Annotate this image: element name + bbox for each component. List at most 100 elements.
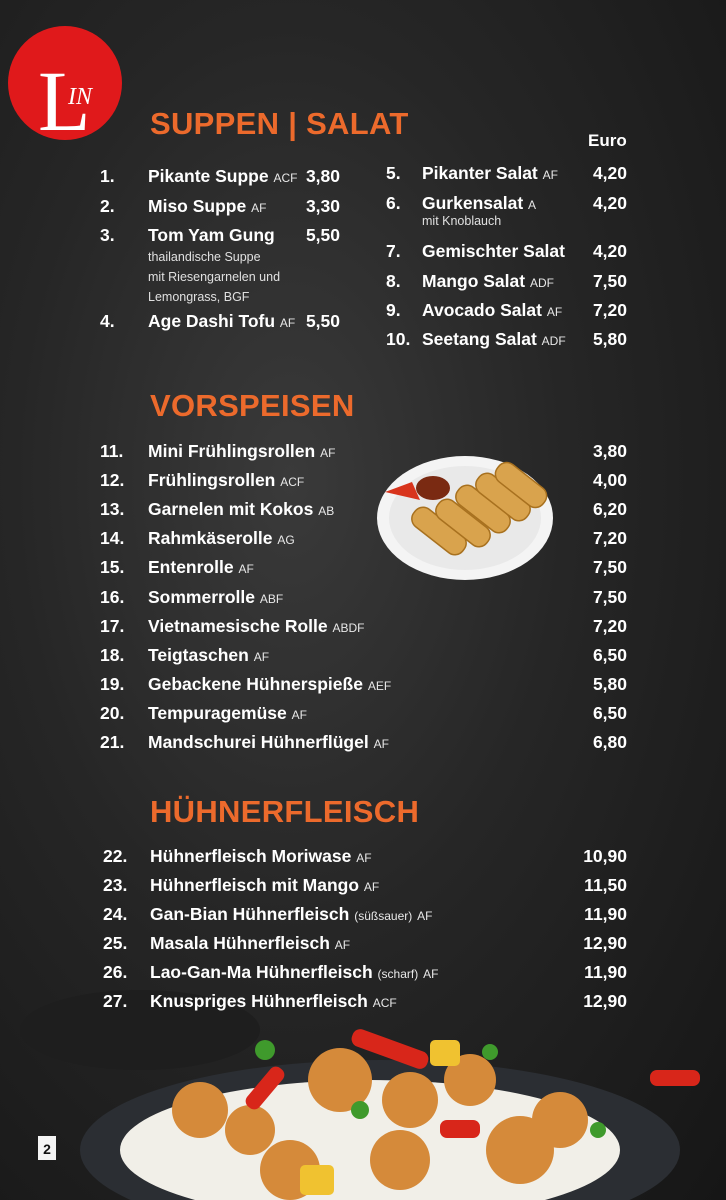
- item-number: 13.: [100, 499, 125, 520]
- item-name: Mandschurei Hühnerflügel: [148, 732, 369, 752]
- item-name-row: Pikanter Salat AF: [422, 163, 558, 184]
- item-number: 12.: [100, 470, 125, 491]
- item-allergens: AF: [373, 737, 389, 751]
- item-price: 11,90: [584, 962, 627, 982]
- item-name: Age Dashi Tofu: [148, 311, 276, 331]
- item-number: 14.: [100, 528, 125, 549]
- item-number: 26.: [103, 962, 128, 982]
- item-name: Tom Yam Gung: [148, 225, 275, 245]
- item-number: 5.: [386, 163, 401, 183]
- item-name: Avocado Salat: [422, 300, 542, 320]
- item-price: 7,50: [592, 586, 627, 607]
- item-name: Masala Hühnerfleisch: [150, 933, 330, 953]
- item-price: 7,20: [592, 615, 627, 636]
- item-allergens: ACF: [273, 171, 298, 185]
- item-number: 19.: [100, 673, 125, 694]
- item-number: 18.: [100, 644, 125, 665]
- item-number: 25.: [103, 933, 128, 953]
- item-name-row: Teigtaschen AF: [148, 645, 269, 666]
- item-name-row: Sommerrolle ABF: [148, 587, 283, 608]
- item-name-row: Mini Frühlingsrollen AF: [148, 441, 335, 462]
- item-allergens: AEF: [367, 678, 392, 693]
- item-name-row: Vietnamesische Rolle ABDF: [148, 616, 365, 637]
- item-name: Sommerrolle: [148, 586, 255, 607]
- section-title: SUPPEN | SALAT: [150, 106, 409, 141]
- item-allergens: AF: [423, 967, 439, 981]
- item-name-row: Mandschurei Hühnerflügel AF: [148, 732, 389, 753]
- item-price: 11,50: [584, 875, 627, 895]
- item-name: Knuspriges Hühnerfleisch: [150, 991, 368, 1011]
- item-price: 3,80: [592, 441, 627, 461]
- item-price: 5,50: [305, 225, 340, 245]
- item-name-row: Gurkensalat A: [422, 193, 536, 214]
- section-title: VORSPEISEN: [150, 388, 355, 423]
- item-price: 4,20: [592, 163, 627, 183]
- item-number: 3.: [100, 225, 115, 245]
- item-allergens: AF: [279, 316, 296, 330]
- item-number: 9.: [386, 300, 401, 320]
- chicken-dish: [20, 990, 700, 1200]
- item-allergens: AF: [238, 562, 254, 577]
- logo-rest: IN: [67, 84, 94, 110]
- item-note: mit Riesengarnelen und: [148, 270, 281, 284]
- item-price: 7,50: [592, 271, 627, 291]
- item-allergens: ABF: [259, 591, 284, 606]
- item-allergens: ADF: [541, 334, 566, 348]
- item-allergens: A: [528, 198, 537, 212]
- item-price: 5,80: [592, 329, 627, 349]
- item-name: Lao-Gan-Ma Hühnerfleisch: [150, 962, 373, 982]
- item-detail: (scharf): [377, 967, 419, 981]
- item-name: Vietnamesische Rolle: [148, 615, 328, 636]
- item-allergens: AF: [334, 938, 351, 952]
- item-price: 6,20: [592, 499, 627, 520]
- item-name: Garnelen mit Kokos: [148, 499, 314, 520]
- item-name: Entenrolle: [148, 557, 234, 578]
- item-number: 16.: [100, 586, 125, 607]
- item-allergens: AG: [277, 533, 295, 548]
- item-name-row: Hühnerfleisch Moriwase AF: [150, 846, 372, 867]
- item-name-row: Garnelen mit Kokos AB: [148, 499, 334, 520]
- item-price: 7,50: [592, 557, 627, 578]
- item-allergens: AF: [320, 446, 336, 460]
- item-allergens: AF: [417, 909, 433, 923]
- item-number: 15.: [100, 557, 125, 578]
- item-price: 11,90: [584, 904, 627, 924]
- item-price: 10,90: [583, 846, 627, 866]
- item-name-row: Lao-Gan-Ma Hühnerfleisch (scharf) AF: [150, 962, 438, 983]
- item-allergens: ACF: [280, 475, 305, 490]
- item-allergens: AF: [363, 880, 380, 894]
- item-price: 4,20: [592, 241, 627, 261]
- item-name: Seetang Salat: [422, 329, 537, 349]
- item-name-row: Pikante Suppe ACF: [148, 166, 297, 187]
- item-price: 6,50: [592, 644, 627, 665]
- item-name: Hühnerfleisch Moriwase: [150, 846, 352, 866]
- item-name-row: Tom Yam Gung: [148, 225, 275, 246]
- item-name-row: Age Dashi Tofu AF: [148, 311, 295, 332]
- item-number: 11.: [100, 441, 124, 461]
- item-price: 12,90: [583, 991, 627, 1011]
- item-number: 8.: [386, 271, 401, 291]
- item-name: Mini Frühlingsrollen: [148, 441, 316, 461]
- item-name-row: Gemischter Salat: [422, 241, 565, 262]
- item-allergens: AB: [318, 504, 335, 519]
- item-allergens: AF: [253, 649, 270, 664]
- item-name: Gemischter Salat: [422, 241, 565, 261]
- item-name-row: Masala Hühnerfleisch AF: [150, 933, 350, 954]
- item-allergens: AF: [356, 851, 372, 865]
- item-name: Pikante Suppe: [148, 166, 269, 186]
- item-name: Mango Salat: [422, 271, 526, 291]
- item-name-row: Gebackene Hühnerspieße AEF: [148, 674, 391, 695]
- item-detail: (süßsauer): [354, 909, 413, 923]
- item-price: 7,20: [592, 300, 627, 320]
- item-name-row: Tempuragemüse AF: [148, 703, 307, 724]
- item-allergens: ACF: [372, 996, 397, 1010]
- item-price: 6,50: [592, 702, 627, 723]
- item-number: 27.: [103, 991, 128, 1011]
- item-name-row: Seetang Salat ADF: [422, 329, 566, 350]
- item-price: 7,20: [592, 528, 627, 549]
- item-price: 4,00: [592, 470, 627, 491]
- item-name: Tempuragemüse: [148, 702, 287, 723]
- item-allergens: AF: [542, 168, 558, 182]
